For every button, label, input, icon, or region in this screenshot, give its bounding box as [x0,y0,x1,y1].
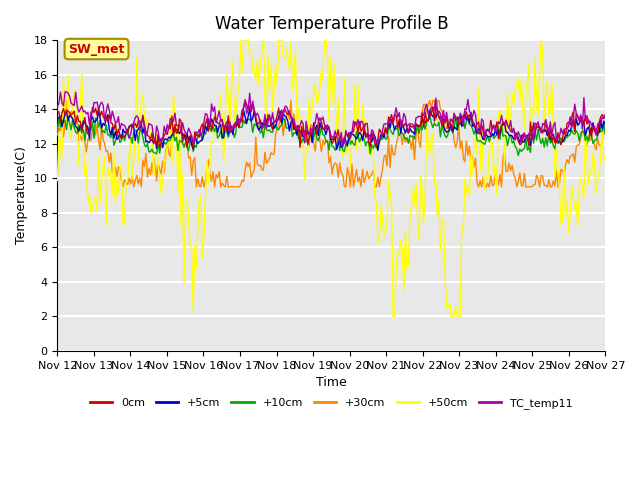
Text: SW_met: SW_met [68,43,125,56]
Title: Water Temperature Profile B: Water Temperature Profile B [214,15,448,33]
Legend: 0cm, +5cm, +10cm, +30cm, +50cm, TC_temp11: 0cm, +5cm, +10cm, +30cm, +50cm, TC_temp1… [85,394,577,414]
X-axis label: Time: Time [316,376,347,389]
Y-axis label: Temperature(C): Temperature(C) [15,146,28,244]
